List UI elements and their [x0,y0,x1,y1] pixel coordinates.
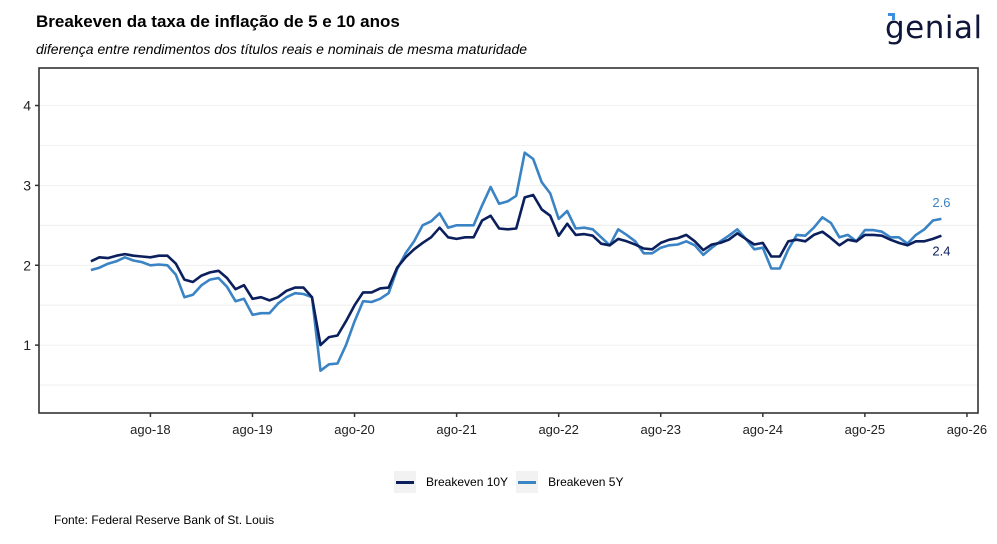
series-lines [90,151,942,373]
x-tick-label: ago-19 [232,422,272,437]
legend: Breakeven 10Y Breakeven 5Y [394,471,631,493]
x-tick-label: ago-21 [436,422,476,437]
x-tick-label: ago-18 [130,422,170,437]
x-tick-label: ago-24 [743,422,783,437]
legend-item-10y: Breakeven 10Y [394,471,508,493]
x-tick-label: ago-23 [641,422,681,437]
logo-accent-icon [888,13,895,20]
genial-logo: genial [885,10,983,46]
legend-label-5y: Breakeven 5Y [548,475,624,489]
series-line-10y [90,193,942,347]
gridlines [39,105,978,386]
x-tick-label: ago-26 [947,422,987,437]
chart-title: Breakeven da taxa de inflação de 5 e 10 … [36,12,400,31]
end-label-5y: 2.6 [932,195,950,210]
x-tick-label: ago-25 [845,422,885,437]
end-label-10y: 2.4 [932,244,950,259]
end-labels: 2.6 2.4 [932,195,950,259]
legend-key-5y [516,471,539,493]
legend-item-5y: Breakeven 5Y [516,471,623,493]
logo-text: genial [885,10,983,46]
x-axis: ago-18 ago-19 ago-20 ago-21 ago-22 ago-23 ago-… [130,413,987,437]
y-tick-label: 2 [23,257,31,273]
y-axis: 1 2 3 4 [23,98,39,353]
y-tick-label: 4 [23,98,31,114]
x-tick-label: ago-22 [538,422,578,437]
y-tick-label: 3 [23,177,31,193]
chart-subtitle: diferença entre rendimentos dos títulos … [36,41,528,57]
source-note: Fonte: Federal Reserve Bank of St. Louis [54,513,275,527]
series-line-5y [90,151,942,373]
x-tick-label: ago-20 [334,422,374,437]
plot-border [38,67,979,414]
legend-key-10y [394,471,416,493]
y-tick-label: 1 [23,337,31,353]
legend-label-10y: Breakeven 10Y [426,475,509,489]
